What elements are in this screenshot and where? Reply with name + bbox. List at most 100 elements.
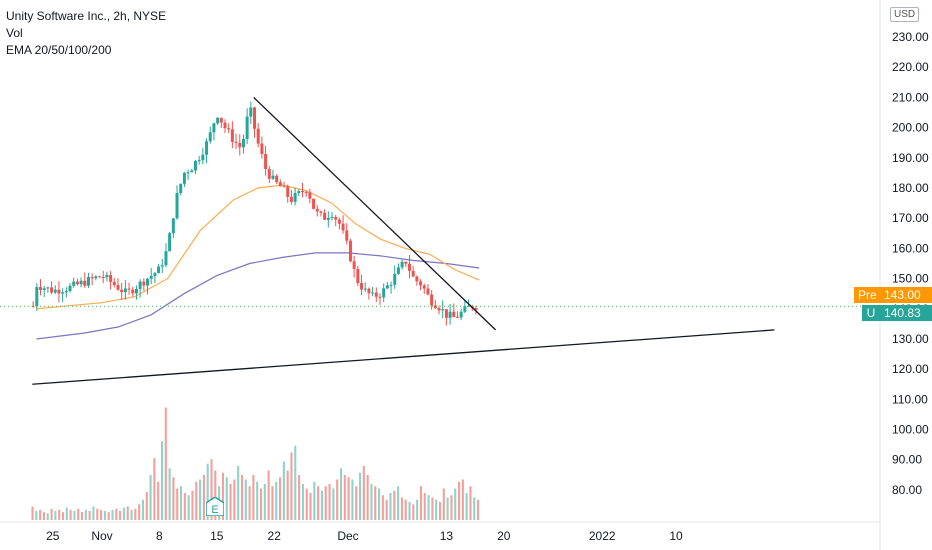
volume-bar [423,493,426,520]
candle-body [385,285,389,289]
volume-bar [111,509,114,520]
earnings-marker-icon[interactable]: E [206,497,224,516]
candle-body [411,270,415,277]
volume-bar [221,472,224,520]
candle-body [315,208,319,212]
x-tick-label: 25 [46,529,60,543]
volume-bar [461,479,464,520]
volume-bar [73,511,76,520]
volume-bar [210,459,213,520]
volume-bar [400,497,403,520]
volume-bar [69,509,72,520]
candle-body [437,308,441,311]
volume-bar [153,458,156,520]
candle-body [94,276,98,279]
candle-body [367,288,371,294]
volume-bar [397,486,400,520]
volume-bar [465,493,468,520]
volume-bar [324,486,327,520]
candle-body [98,276,102,278]
candle-body [452,311,456,317]
candle-body [164,251,168,266]
candle-body [105,275,109,278]
volume-bar [279,477,282,520]
volume-bar [92,506,95,520]
candle-body [146,278,150,286]
pre-market-price: 143.00 [880,287,932,303]
candle-body [371,292,375,294]
candle-body [134,289,138,294]
volume-indicator-label[interactable]: Vol [6,26,23,40]
volume-bar [126,506,129,520]
volume-bar [374,486,377,520]
candle-body [319,211,323,213]
volume-bar [157,481,160,520]
x-tick-label: 15 [210,529,224,543]
x-tick-label: 10 [669,529,683,543]
candle-body [374,292,378,297]
candle-body [201,154,205,161]
candle-body [157,266,161,274]
last-price: 140.83 [880,305,932,321]
candle-body [142,281,146,286]
candle-body [64,290,68,293]
volume-bar [80,512,84,520]
ema-indicator-label[interactable]: EMA 20/50/100/200 [6,43,112,57]
candle-body [415,276,419,282]
volume-bar [457,481,461,520]
candle-body [238,142,242,148]
candle-body [308,192,312,199]
candle-body [86,277,90,286]
candle-body [293,193,297,202]
candle-body [360,283,364,290]
candle-body [441,309,445,311]
volume-bar [35,511,38,520]
volume-bar [61,512,65,520]
volume-bar [214,470,217,520]
volume-bar [275,481,278,520]
y-tick-label: 220.00 [892,60,929,74]
candle-body [109,275,113,282]
candle-body [241,138,245,148]
candle-body [393,273,397,285]
candle-body [345,230,349,241]
candle-body [289,196,293,202]
volume-bar [160,441,164,520]
candle-body [175,193,179,219]
volume-bar [122,507,125,520]
candle-body [271,175,275,179]
candle-body [312,198,316,209]
candle-body [223,122,227,129]
volume-bar [389,493,392,520]
volume-bar [134,508,137,520]
candle-body [182,172,186,184]
volume-bar [454,488,457,520]
volume-bar [419,486,423,520]
volume-bar [179,486,183,520]
candle-body [278,182,282,187]
candle-body [286,186,290,197]
x-tick-label: Dec [337,529,358,543]
volume-bar [317,486,320,520]
volume-bar [309,493,312,520]
candle-body [179,183,183,194]
candle-body [363,288,367,290]
candle-body [120,289,124,293]
currency-badge[interactable]: USD [890,7,920,22]
candle-body [234,141,238,143]
volume-bar [290,452,293,520]
volume-bar [145,491,148,520]
candle-body [459,311,463,318]
symbol-title[interactable]: Unity Software Inc., 2h, NYSE [6,9,167,23]
volume-bar [100,509,103,520]
symbol-last-label: U [862,305,880,321]
volume-bar [229,484,232,520]
volume-bar [473,497,476,520]
volume-bar [39,509,42,520]
candle-body [275,175,279,183]
volume-bar [202,475,205,520]
candle-body [186,172,190,174]
volume-bar [366,475,369,520]
candle-body [253,107,257,129]
